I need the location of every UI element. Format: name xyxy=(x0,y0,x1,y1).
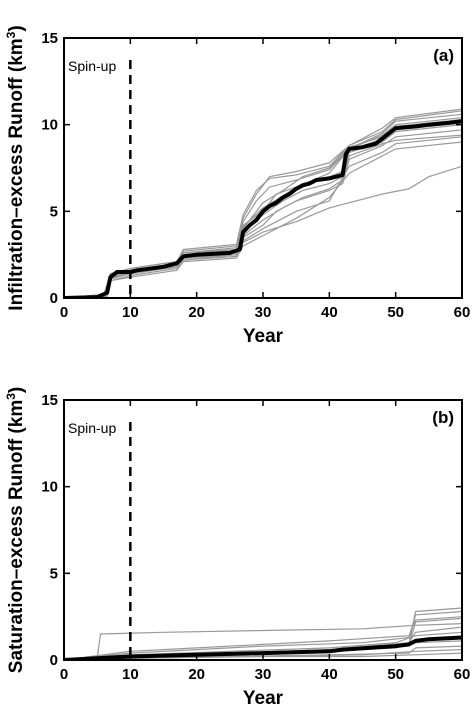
y-axis-title: Saturation–excess Runoff (km3) xyxy=(4,387,27,673)
x-tick-label: 10 xyxy=(122,666,139,683)
axes-frame xyxy=(63,37,463,299)
x-tick-label: 30 xyxy=(255,666,272,683)
x-tick-label: 10 xyxy=(122,304,139,321)
x-tick-label: 50 xyxy=(387,304,404,321)
ensemble-line-9 xyxy=(64,616,462,660)
x-tick-label: 20 xyxy=(188,304,205,321)
y-tick-label: 10 xyxy=(41,479,58,496)
x-tick-label: 20 xyxy=(188,666,205,683)
axes-frame xyxy=(63,399,463,661)
x-tick-label: 40 xyxy=(321,666,338,683)
y-tick-label: 10 xyxy=(41,117,58,134)
spin-up-label: Spin-up xyxy=(68,420,116,436)
x-tick-label: 50 xyxy=(387,666,404,683)
y-tick-label: 5 xyxy=(50,203,58,220)
spin-up-label: Spin-up xyxy=(68,58,116,74)
ensemble-line-1 xyxy=(64,623,462,660)
x-tick-label: 0 xyxy=(60,304,68,321)
x-axis-title: Year xyxy=(243,326,284,347)
y-tick-label: 0 xyxy=(50,652,58,669)
ensemble-line-8 xyxy=(64,141,462,298)
panel-label: (a) xyxy=(433,46,454,65)
mean-line xyxy=(64,119,462,298)
panel-label: (b) xyxy=(432,408,454,427)
y-tick-label: 5 xyxy=(50,565,58,582)
panel-a: Spin-up (a) 0 10 20 30 40 50 60 0 5 10 15 Year Infiltr… xyxy=(4,25,470,347)
x-tick-label: 60 xyxy=(454,304,471,321)
x-tick-label: 0 xyxy=(60,666,68,683)
x-tick-label: 40 xyxy=(321,304,338,321)
x-tick-label: 30 xyxy=(255,304,272,321)
mean-line xyxy=(64,635,462,660)
y-tick-label: 15 xyxy=(41,392,58,409)
x-tick-label: 60 xyxy=(454,666,471,683)
y-axis-title: Infiltration–excess Runoff (km3) xyxy=(4,25,27,310)
panel-b: Spin-up (b) 0 10 20 30 40 50 60 0 5 10 15 Year Saturat… xyxy=(4,387,470,709)
plot-area xyxy=(64,607,462,660)
ensemble-line-4 xyxy=(64,610,462,660)
x-axis-title: Year xyxy=(243,688,284,709)
y-tick-label: 15 xyxy=(41,30,58,47)
y-tick-label: 0 xyxy=(50,290,58,307)
ensemble-line-3 xyxy=(64,129,462,298)
plot-area xyxy=(64,108,462,298)
